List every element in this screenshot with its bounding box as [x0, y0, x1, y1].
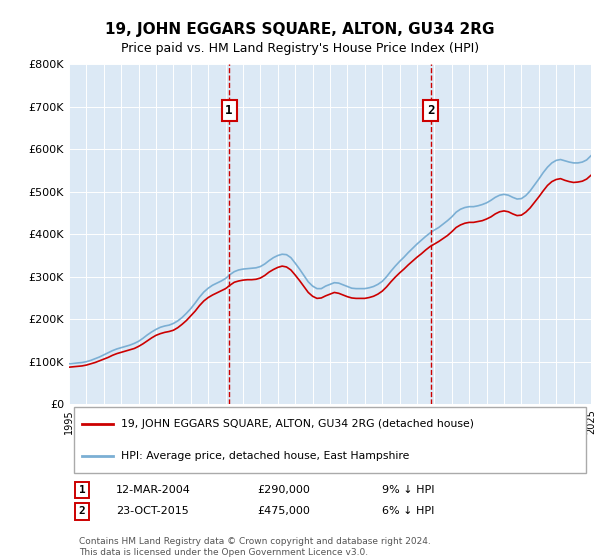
Text: 2: 2 — [79, 506, 85, 516]
Text: 6% ↓ HPI: 6% ↓ HPI — [382, 506, 434, 516]
Text: 19, JOHN EGGARS SQUARE, ALTON, GU34 2RG (detached house): 19, JOHN EGGARS SQUARE, ALTON, GU34 2RG … — [121, 419, 474, 430]
Text: 1: 1 — [226, 104, 233, 117]
FancyBboxPatch shape — [74, 407, 586, 473]
Text: Contains HM Land Registry data © Crown copyright and database right 2024.
This d: Contains HM Land Registry data © Crown c… — [79, 537, 431, 557]
Text: £290,000: £290,000 — [257, 485, 310, 495]
Text: 9% ↓ HPI: 9% ↓ HPI — [382, 485, 434, 495]
Text: 2: 2 — [427, 104, 434, 117]
Text: 19, JOHN EGGARS SQUARE, ALTON, GU34 2RG: 19, JOHN EGGARS SQUARE, ALTON, GU34 2RG — [105, 22, 495, 38]
Text: 23-OCT-2015: 23-OCT-2015 — [116, 506, 189, 516]
Text: HPI: Average price, detached house, East Hampshire: HPI: Average price, detached house, East… — [121, 451, 410, 461]
Text: 1: 1 — [79, 485, 85, 495]
Text: Price paid vs. HM Land Registry's House Price Index (HPI): Price paid vs. HM Land Registry's House … — [121, 42, 479, 55]
Text: £475,000: £475,000 — [257, 506, 310, 516]
Text: 12-MAR-2004: 12-MAR-2004 — [116, 485, 191, 495]
